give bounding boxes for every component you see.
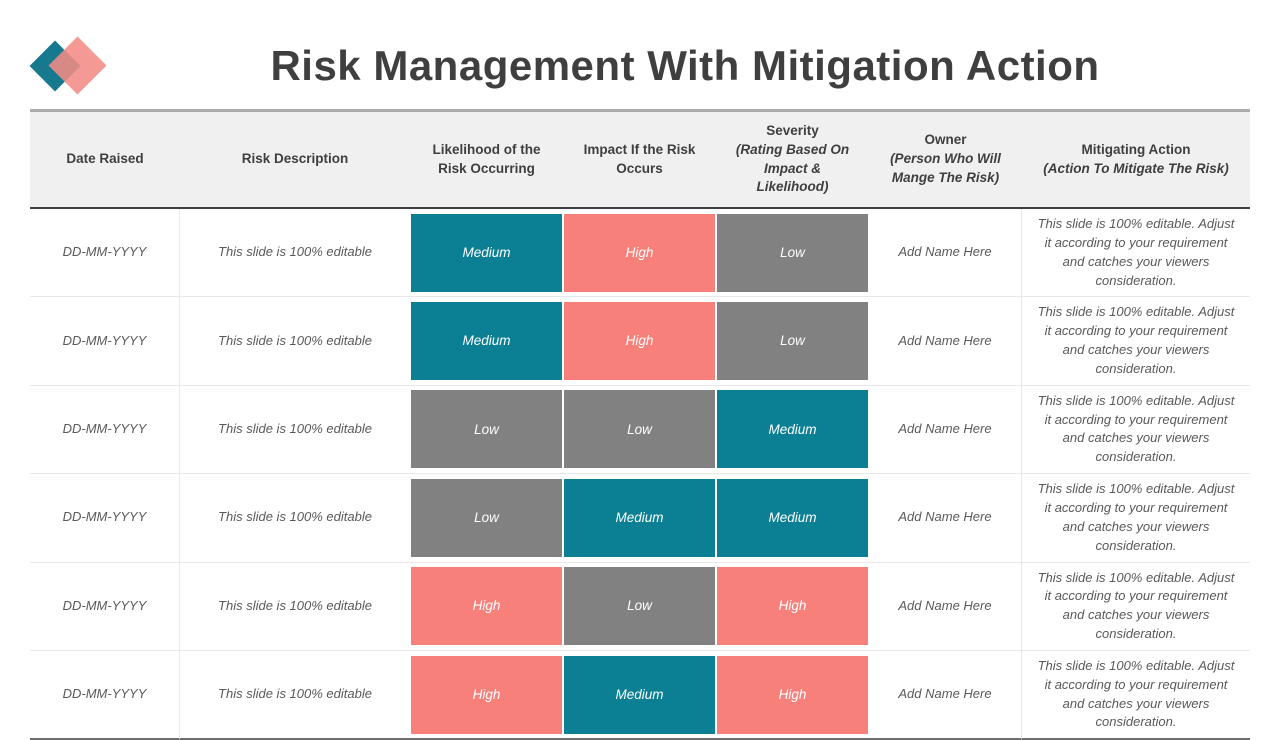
impact-cell: Medium <box>563 650 716 740</box>
column-header-date: Date Raised <box>30 109 180 209</box>
severity-cell: High <box>716 562 869 651</box>
severity-cell: Medium <box>716 474 869 563</box>
column-header-label: Impact If the Risk Occurs <box>583 141 696 176</box>
likelihood-cell: High <box>410 650 563 740</box>
likelihood-level-badge: High <box>410 566 563 647</box>
risk-description-cell: This slide is 100% editable <box>180 385 410 475</box>
owner-cell: Add Name Here <box>869 474 1022 563</box>
column-header-owner: Owner (Person Who Will Mange The Risk) <box>869 109 1022 209</box>
table-header-row: Date Raised Risk Description Likelihood of… <box>30 109 1250 209</box>
likelihood-cell: Medium <box>410 209 563 298</box>
column-header-label: Likelihood of the Risk Occurring <box>432 141 541 176</box>
likelihood-level-badge: Low <box>410 389 563 470</box>
severity-level-badge: Medium <box>716 389 869 470</box>
risk-table-container: Date Raised Risk Description Likelihood of… <box>30 109 1250 740</box>
owner-cell: Add Name Here <box>869 297 1022 386</box>
impact-cell: Medium <box>563 474 716 563</box>
slide: Risk Management With Mitigation Action D… <box>29 26 1250 740</box>
owner-cell: Add Name Here <box>869 209 1022 298</box>
mitigating-action-cell: This slide is 100% editable. Adjust it a… <box>1022 385 1250 475</box>
likelihood-cell: High <box>410 562 563 651</box>
mitigating-action-cell: This slide is 100% editable. Adjust it a… <box>1022 650 1250 740</box>
date-raised-cell: DD-MM-YYYY <box>30 209 180 298</box>
likelihood-level-badge: High <box>410 654 563 735</box>
risk-table-row: DD-MM-YYYY This slide is 100% editable Hig… <box>30 650 1250 740</box>
mitigating-action-cell: This slide is 100% editable. Adjust it a… <box>1022 562 1250 651</box>
risk-description-cell: This slide is 100% editable <box>180 562 410 651</box>
severity-cell: High <box>716 650 869 740</box>
risk-description-cell: This slide is 100% editable <box>180 209 410 298</box>
mitigating-action-cell: This slide is 100% editable. Adjust it a… <box>1022 209 1250 298</box>
likelihood-level-badge: Low <box>410 477 563 558</box>
impact-cell: Low <box>563 562 716 651</box>
risk-table-row: DD-MM-YYYY This slide is 100% editable Low… <box>30 385 1250 475</box>
column-header-action: Mitigating Action (Action To Mitigate The… <box>1022 109 1250 209</box>
risk-table-row: DD-MM-YYYY This slide is 100% editable Hig… <box>30 562 1250 651</box>
date-raised-cell: DD-MM-YYYY <box>30 474 180 563</box>
column-header-subtitle: (Rating Based On Impact & Likelihood) <box>735 141 850 195</box>
column-header-impact: Impact If the Risk Occurs <box>563 109 716 209</box>
impact-level-badge: Medium <box>563 477 716 558</box>
column-header-label: Risk Description <box>241 151 349 167</box>
impact-level-badge: Medium <box>563 654 716 735</box>
mitigating-action-cell: This slide is 100% editable. Adjust it a… <box>1022 297 1250 386</box>
severity-level-badge: Low <box>716 212 869 293</box>
risk-table-row: DD-MM-YYYY This slide is 100% editable Med… <box>30 209 1250 298</box>
date-raised-cell: DD-MM-YYYY <box>30 650 180 740</box>
column-header-description: Risk Description <box>180 109 410 209</box>
mitigating-action-cell: This slide is 100% editable. Adjust it a… <box>1022 474 1250 563</box>
column-header-label: Date Raised <box>66 151 144 167</box>
date-raised-cell: DD-MM-YYYY <box>30 385 180 475</box>
severity-cell: Low <box>716 297 869 386</box>
severity-cell: Low <box>716 209 869 298</box>
column-header-likelihood: Likelihood of the Risk Occurring <box>410 109 563 209</box>
column-header-label: Owner <box>924 132 967 148</box>
impact-level-badge: High <box>563 212 716 293</box>
risk-table-row: DD-MM-YYYY This slide is 100% editable Med… <box>30 297 1250 386</box>
date-raised-cell: DD-MM-YYYY <box>30 297 180 386</box>
column-header-label: Mitigating Action <box>1081 141 1191 157</box>
likelihood-cell: Low <box>410 385 563 475</box>
owner-cell: Add Name Here <box>869 650 1022 740</box>
date-raised-cell: DD-MM-YYYY <box>30 562 180 651</box>
risk-description-cell: This slide is 100% editable <box>180 297 410 386</box>
column-header-subtitle: (Action To Mitigate The Risk) <box>1043 160 1229 176</box>
impact-cell: High <box>563 209 716 298</box>
owner-cell: Add Name Here <box>869 562 1022 651</box>
column-header-subtitle: (Person Who Will Mange The Risk) <box>890 151 1001 185</box>
risk-table-row: DD-MM-YYYY This slide is 100% editable Low… <box>30 474 1250 563</box>
impact-level-badge: Low <box>563 389 716 470</box>
likelihood-cell: Low <box>410 474 563 563</box>
column-header-severity: Severity (Rating Based On Impact & Likeli… <box>716 109 869 209</box>
owner-cell: Add Name Here <box>869 385 1022 475</box>
page-title: Risk Management With Mitigation Action <box>270 42 1100 89</box>
impact-cell: High <box>563 297 716 386</box>
severity-level-badge: Medium <box>716 477 869 558</box>
severity-cell: Medium <box>716 385 869 475</box>
severity-level-badge: High <box>716 566 869 647</box>
brand-logo <box>29 26 120 106</box>
likelihood-level-badge: Medium <box>410 212 563 293</box>
likelihood-level-badge: Medium <box>410 301 563 382</box>
impact-level-badge: Low <box>563 566 716 647</box>
likelihood-cell: Medium <box>410 297 563 386</box>
risk-table: Date Raised Risk Description Likelihood of… <box>30 109 1250 740</box>
impact-cell: Low <box>563 385 716 475</box>
impact-level-badge: High <box>563 301 716 382</box>
severity-level-badge: High <box>716 654 869 735</box>
column-header-label: Severity <box>766 122 819 138</box>
risk-description-cell: This slide is 100% editable <box>180 650 410 740</box>
risk-description-cell: This slide is 100% editable <box>180 474 410 563</box>
severity-level-badge: Low <box>716 301 869 382</box>
